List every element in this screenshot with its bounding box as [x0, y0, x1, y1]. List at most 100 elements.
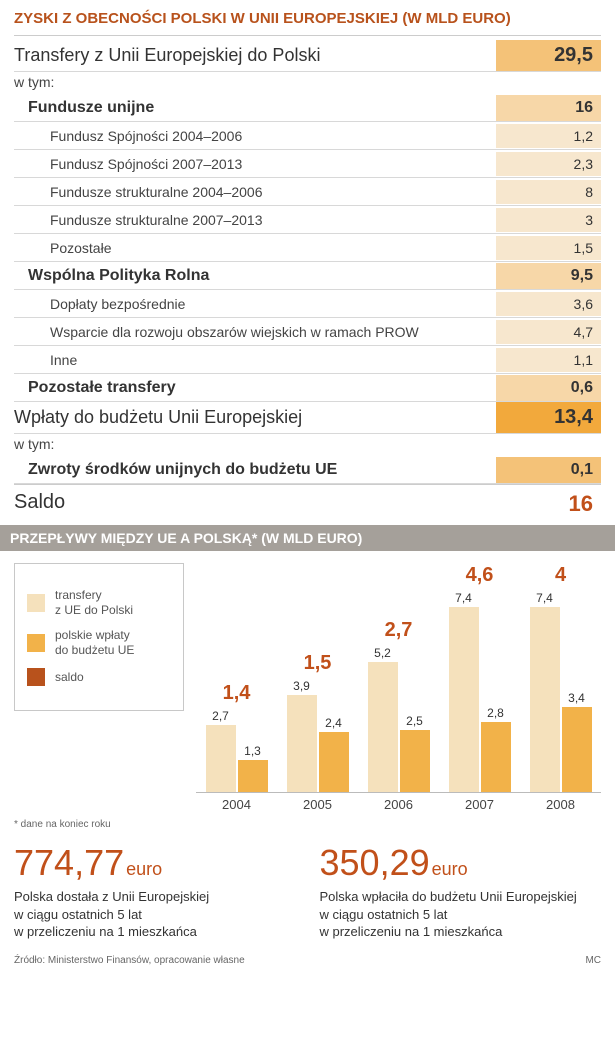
- value: 4,7: [496, 320, 601, 344]
- year-label: 2004: [199, 797, 275, 812]
- swatch-transfer: [27, 594, 45, 612]
- sub-wtym-2: w tym:: [14, 434, 601, 456]
- label: Wsparcie dla rozwoju obszarów wiejskich …: [14, 320, 496, 344]
- main-title: ZYSKI Z OBECNOŚCI POLSKI W UNII EUROPEJS…: [14, 10, 601, 36]
- value: 2,3: [496, 152, 601, 176]
- row-saldo: Saldo 16: [14, 484, 601, 519]
- table-row: Fundusze strukturalne 2004–20068: [14, 178, 601, 206]
- saldo-label: 1,4: [223, 682, 251, 705]
- bar-payment: 3,4: [562, 707, 592, 792]
- saldo-label: 2,7: [385, 619, 413, 642]
- table-row: Pozostałe1,5: [14, 234, 601, 262]
- section2-title: PRZEPŁYWY MIĘDZY UE A POLSKĄ* (W MLD EUR…: [0, 525, 615, 551]
- bar-transfer: 3,9: [287, 695, 317, 793]
- bar-group: 1,42,71,32004: [199, 725, 275, 793]
- bignum-value: 350,29: [320, 842, 430, 883]
- table-row: Fundusze strukturalne 2007–20133: [14, 206, 601, 234]
- label: Pozostałe transfery: [14, 375, 496, 401]
- value: 1,2: [496, 124, 601, 148]
- row-fundusze: Fundusze unijne 16: [14, 94, 601, 122]
- label: Transfery z Unii Europejskiej do Polski: [14, 41, 496, 70]
- value: 1,5: [496, 236, 601, 260]
- legend-payment: polskie wpłatydo budżetu UE: [55, 628, 134, 658]
- bar-group: 1,53,92,42005: [280, 695, 356, 793]
- label: Zwroty środków unijnych do budżetu UE: [14, 457, 496, 483]
- bar-value: 3,9: [293, 679, 310, 693]
- bar-transfer: 5,2: [368, 662, 398, 792]
- swatch-saldo: [27, 668, 45, 686]
- label: Fundusze strukturalne 2004–2006: [14, 180, 496, 204]
- saldo-label: Saldo: [14, 491, 569, 517]
- label: Fundusz Spójności 2004–2006: [14, 124, 496, 148]
- row-wpr: Wspólna Polityka Rolna 9,5: [14, 262, 601, 290]
- saldo-label: 4: [555, 564, 566, 587]
- bar-payment: 2,8: [481, 722, 511, 792]
- bar-value: 2,5: [406, 714, 423, 728]
- value: 9,5: [496, 263, 601, 289]
- label: Fundusze strukturalne 2007–2013: [14, 208, 496, 232]
- bar-value: 7,4: [536, 591, 553, 605]
- bar-value: 2,4: [325, 716, 342, 730]
- label: Dopłaty bezpośrednie: [14, 292, 496, 316]
- bar-group: 2,75,22,52006: [361, 662, 437, 792]
- table-row: Inne1,1: [14, 346, 601, 374]
- value: 16: [496, 95, 601, 121]
- chart-footnote: * dane na koniec roku: [14, 819, 601, 830]
- bar-value: 2,8: [487, 706, 504, 720]
- row-zwroty: Zwroty środków unijnych do budżetu UE 0,…: [14, 456, 601, 484]
- swatch-payment: [27, 634, 45, 652]
- label: Wspólna Polityka Rolna: [14, 263, 496, 289]
- table-row: Fundusz Spójności 2004–20061,2: [14, 122, 601, 150]
- legend-saldo: saldo: [55, 670, 84, 685]
- bar-payment: 1,3: [238, 760, 268, 793]
- sub-wtym-1: w tym:: [14, 72, 601, 94]
- label: Pozostałe: [14, 236, 496, 260]
- value: 29,5: [496, 40, 601, 71]
- bar-group: 4,67,42,82007: [442, 607, 518, 792]
- bar-transfer: 7,4: [530, 607, 560, 792]
- author-initials: MC: [585, 955, 601, 966]
- row-pozostale: Pozostałe transfery 0,6: [14, 374, 601, 402]
- year-label: 2005: [280, 797, 356, 812]
- value: 3: [496, 208, 601, 232]
- saldo-value: 16: [569, 491, 601, 517]
- bar-value: 1,3: [244, 744, 261, 758]
- table-row: Dopłaty bezpośrednie3,6: [14, 290, 601, 318]
- bignum-text: Polska wpłaciła do budżetu Unii Europejs…: [320, 888, 602, 941]
- bignum-text: Polska dostała z Unii Europejskiejw ciąg…: [14, 888, 296, 941]
- label: Fundusz Spójności 2007–2013: [14, 152, 496, 176]
- label: Fundusze unijne: [14, 95, 496, 121]
- bar-value: 3,4: [568, 691, 585, 705]
- label: Inne: [14, 348, 496, 372]
- legend-transfer: transferyz UE do Polski: [55, 588, 133, 618]
- value: 1,1: [496, 348, 601, 372]
- label: Wpłaty do budżetu Unii Europejskiej: [14, 403, 496, 432]
- bar-payment: 2,5: [400, 730, 430, 793]
- year-label: 2008: [523, 797, 599, 812]
- source-text: Źródło: Ministerstwo Finansów, opracowan…: [14, 955, 245, 966]
- bar-payment: 2,4: [319, 732, 349, 792]
- saldo-label: 1,5: [304, 652, 332, 675]
- value: 3,6: [496, 292, 601, 316]
- bignum-paid: 350,29euro Polska wpłaciła do budżetu Un…: [320, 842, 602, 941]
- bar-value: 2,7: [212, 709, 229, 723]
- row-transfers: Transfery z Unii Europejskiej do Polski …: [14, 40, 601, 72]
- table-row: Wsparcie dla rozwoju obszarów wiejskich …: [14, 318, 601, 346]
- value: 13,4: [496, 402, 601, 433]
- value: 0,1: [496, 457, 601, 483]
- year-label: 2007: [442, 797, 518, 812]
- row-wplaty: Wpłaty do budżetu Unii Europejskiej 13,4: [14, 402, 601, 434]
- bignum-unit: euro: [126, 859, 162, 879]
- year-label: 2006: [361, 797, 437, 812]
- value: 0,6: [496, 375, 601, 401]
- bar-transfer: 2,7: [206, 725, 236, 793]
- bignum-received: 774,77euro Polska dostała z Unii Europej…: [14, 842, 296, 941]
- chart-legend: transferyz UE do Polski polskie wpłatydo…: [14, 563, 184, 711]
- bar-transfer: 7,4: [449, 607, 479, 792]
- bignum-unit: euro: [432, 859, 468, 879]
- value: 8: [496, 180, 601, 204]
- bar-value: 7,4: [455, 591, 472, 605]
- bar-value: 5,2: [374, 646, 391, 660]
- source-line: Źródło: Ministerstwo Finansów, opracowan…: [14, 955, 601, 966]
- table-row: Fundusz Spójności 2007–20132,3: [14, 150, 601, 178]
